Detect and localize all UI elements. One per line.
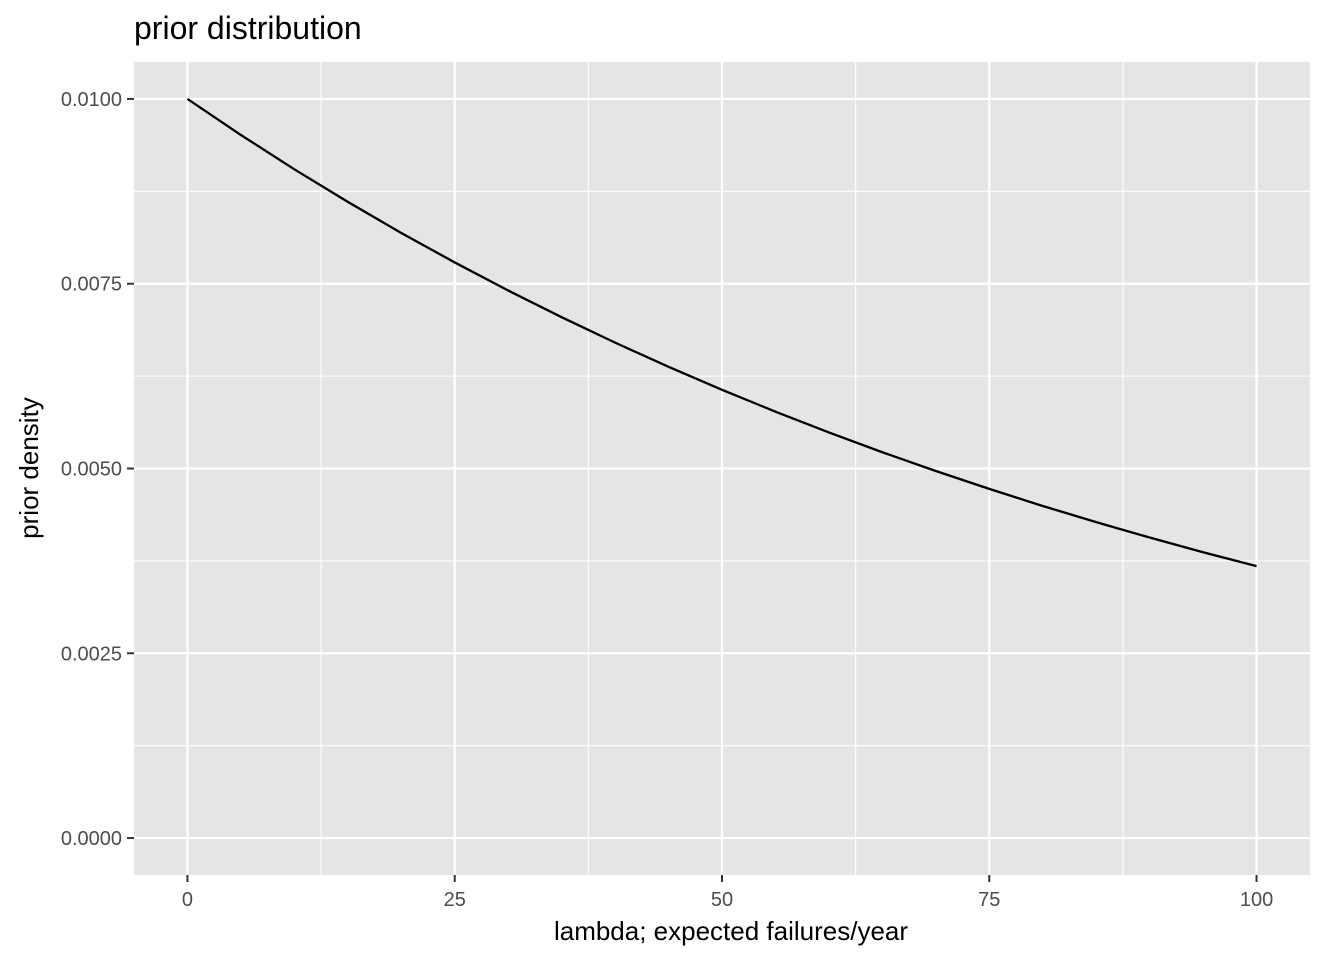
y-tick-label: 0.0100 [61, 89, 122, 111]
y-tick-label: 0.0075 [61, 274, 122, 296]
x-tick-label: 50 [711, 889, 733, 911]
x-tick-label: 75 [978, 889, 1000, 911]
x-axis-title: lambda; expected failures/year [554, 916, 908, 946]
y-axis: 0.0000 0.0025 0.0050 0.0075 0.0100 [61, 89, 134, 850]
series-layer [186, 97, 1257, 568]
y-axis-title: prior density [14, 397, 44, 539]
x-tick-label: 0 [182, 889, 193, 911]
chart-title: prior distribution [134, 10, 362, 46]
series-line [186, 97, 1257, 568]
y-tick-label: 0.0025 [61, 643, 122, 665]
y-tick-label: 0.0050 [61, 459, 122, 481]
y-tick-label: 0.0000 [61, 828, 122, 850]
x-tick-label: 25 [444, 889, 466, 911]
x-axis: 0 25 50 75 100 [182, 875, 1273, 911]
x-tick-label: 100 [1240, 889, 1273, 911]
major-gridlines [134, 62, 1310, 875]
